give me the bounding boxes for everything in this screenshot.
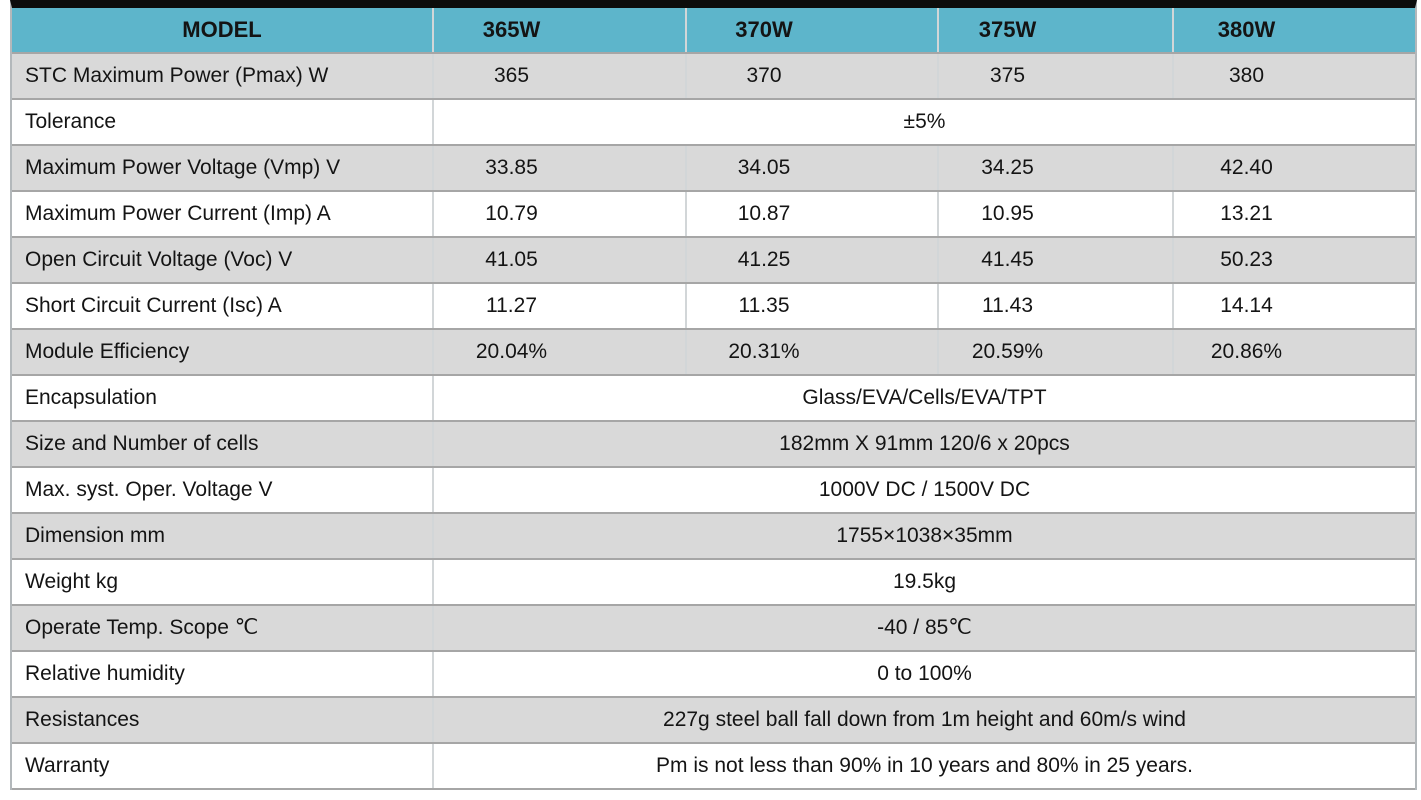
value-cell: 50.23: [1172, 237, 1415, 284]
row-label-cell: Warranty: [12, 743, 433, 790]
solar-panel-spec-table: MODEL 365W 370W 375W 380W STC Maximum Po…: [12, 8, 1415, 790]
spec-row: Max. syst. Oper. Voltage V 1000V DC / 150…: [12, 467, 1415, 514]
spec-row: Short Circuit Current (Isc) A 11.27 11.35 1…: [12, 283, 1415, 330]
spec-row: Tolerance ±5%: [12, 99, 1415, 146]
spec-row: Warranty Pm is not less than 90% in 10 ye…: [12, 743, 1415, 790]
value-cell: 41.45: [937, 237, 1173, 284]
spec-row: Maximum Power Current (Imp) A 10.79 10.87 1…: [12, 191, 1415, 238]
row-label-cell: Short Circuit Current (Isc) A: [12, 283, 433, 330]
merged-value-cell: Pm is not less than 90% in 10 years and …: [432, 743, 1415, 790]
row-label-cell: Maximum Power Current (Imp) A: [12, 191, 433, 238]
spec-row: Dimension mm 1755×1038×35mm: [12, 513, 1415, 560]
spec-row: Weight kg 19.5kg: [12, 559, 1415, 606]
value-cell: 34.05: [685, 145, 938, 192]
row-label-cell: Resistances: [12, 697, 433, 744]
column-header-370w: 370W: [685, 8, 938, 54]
value-cell: 10.95: [937, 191, 1173, 238]
spec-row: Operate Temp. Scope ℃ -40 / 85℃: [12, 605, 1415, 652]
value-cell: 42.40: [1172, 145, 1415, 192]
row-label-cell: Operate Temp. Scope ℃: [12, 605, 433, 652]
spec-row: Maximum Power Voltage (Vmp) V 33.85 34.05 3…: [12, 145, 1415, 192]
value-cell: 10.79: [432, 191, 686, 238]
row-label-cell: Module Efficiency: [12, 329, 433, 376]
row-label-cell: Tolerance: [12, 99, 433, 146]
merged-value-cell: 19.5kg: [432, 559, 1415, 606]
value-cell: 370: [685, 53, 938, 100]
spec-row: Encapsulation Glass/EVA/Cells/EVA/TPT: [12, 375, 1415, 422]
merged-value-cell: 227g steel ball fall down from 1m height…: [432, 697, 1415, 744]
merged-value-cell: 0 to 100%: [432, 651, 1415, 698]
value-cell: 33.85: [432, 145, 686, 192]
value-cell: 10.87: [685, 191, 938, 238]
value-cell: 365: [432, 53, 686, 100]
merged-value-cell: -40 / 85℃: [432, 605, 1415, 652]
value-cell: 34.25: [937, 145, 1173, 192]
value-cell: 11.27: [432, 283, 686, 330]
row-label-cell: Weight kg: [12, 559, 433, 606]
spec-table-frame: MODEL 365W 370W 375W 380W STC Maximum Po…: [10, 0, 1417, 790]
value-cell: 20.86%: [1172, 329, 1415, 376]
merged-value-cell: 182mm X 91mm 120/6 x 20pcs: [432, 421, 1415, 468]
row-label-cell: Relative humidity: [12, 651, 433, 698]
value-cell: 11.35: [685, 283, 938, 330]
value-cell: 11.43: [937, 283, 1173, 330]
row-label-cell: Size and Number of cells: [12, 421, 433, 468]
value-cell: 375: [937, 53, 1173, 100]
header-row: MODEL 365W 370W 375W 380W: [12, 8, 1415, 54]
model-header-cell: MODEL: [12, 8, 433, 54]
spec-row: Resistances 227g steel ball fall down fro…: [12, 697, 1415, 744]
value-cell: 380: [1172, 53, 1415, 100]
value-cell: 41.05: [432, 237, 686, 284]
value-cell: 20.04%: [432, 329, 686, 376]
value-cell: 14.14: [1172, 283, 1415, 330]
value-cell: 13.21: [1172, 191, 1415, 238]
spec-row: Module Efficiency 20.04% 20.31% 20.59% 20.86…: [12, 329, 1415, 376]
row-label-cell: Maximum Power Voltage (Vmp) V: [12, 145, 433, 192]
column-header-380w: 380W: [1172, 8, 1415, 54]
spec-row: STC Maximum Power (Pmax) W 365 370 375 380: [12, 53, 1415, 100]
row-label-cell: Open Circuit Voltage (Voc) V: [12, 237, 433, 284]
column-header-375w: 375W: [937, 8, 1173, 54]
row-label-cell: Max. syst. Oper. Voltage V: [12, 467, 433, 514]
spec-row: Relative humidity 0 to 100%: [12, 651, 1415, 698]
column-header-365w: 365W: [432, 8, 686, 54]
value-cell: 20.59%: [937, 329, 1173, 376]
row-label-cell: Dimension mm: [12, 513, 433, 560]
spec-row: Open Circuit Voltage (Voc) V 41.05 41.25 41…: [12, 237, 1415, 284]
merged-value-cell: 1000V DC / 1500V DC: [432, 467, 1415, 514]
spec-row: Size and Number of cells 182mm X 91mm 120…: [12, 421, 1415, 468]
merged-value-cell: 1755×1038×35mm: [432, 513, 1415, 560]
spec-table-body: STC Maximum Power (Pmax) W 365 370 375 380 To…: [12, 53, 1415, 790]
merged-value-cell: Glass/EVA/Cells/EVA/TPT: [432, 375, 1415, 422]
merged-value-cell: ±5%: [432, 99, 1415, 146]
row-label-cell: Encapsulation: [12, 375, 433, 422]
value-cell: 20.31%: [685, 329, 938, 376]
value-cell: 41.25: [685, 237, 938, 284]
row-label-cell: STC Maximum Power (Pmax) W: [12, 53, 433, 100]
